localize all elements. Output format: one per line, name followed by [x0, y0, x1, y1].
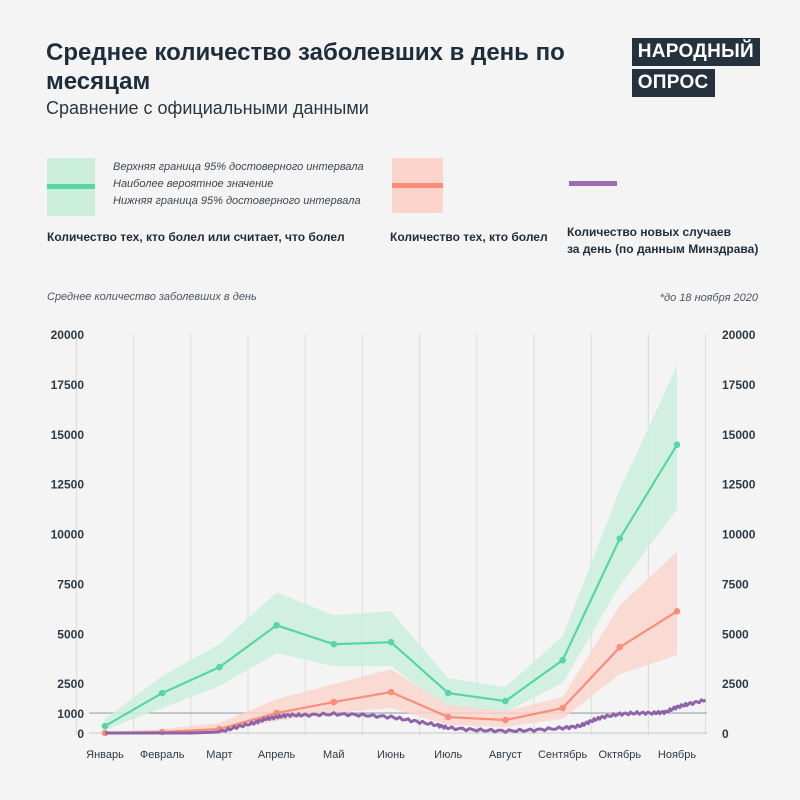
page-title: Среднее количество заболевших в день по …	[46, 39, 565, 95]
x-tick-label: Ноябрь	[658, 749, 696, 761]
y-tick-label-left: 15000	[51, 428, 85, 442]
date-note: *до 18 ноября 2020	[659, 292, 758, 304]
data-point-green	[559, 656, 566, 664]
data-point-green	[216, 663, 223, 671]
data-point-green	[673, 441, 681, 449]
data-point-green	[387, 638, 395, 646]
y-tick-label-left: 20000	[51, 328, 85, 342]
y-tick-label-left: 12500	[51, 478, 85, 492]
data-point-green	[158, 689, 166, 697]
y-tick-label-left: 2500	[57, 677, 84, 691]
y-tick-label-right: 7500	[722, 577, 749, 591]
x-tick-label: Май	[323, 749, 345, 761]
brand-line-2: ОПРОС	[631, 69, 715, 97]
y-tick-label-right: 0	[722, 727, 729, 741]
x-tick-label: Июнь	[377, 749, 405, 761]
data-point-red	[444, 713, 452, 721]
legend-green-line-swatch	[47, 184, 95, 189]
y-tick-label-right: 20000	[722, 328, 756, 342]
legend-label-sick: Количество тех, кто болел	[390, 230, 548, 244]
data-point-green	[101, 722, 109, 730]
data-point-green	[616, 535, 624, 542]
y-tick-label-right: 5000	[722, 627, 749, 641]
confidence-band-red	[105, 551, 677, 733]
legend-purple-line-swatch	[569, 181, 617, 186]
brand-logo: НАРОДНЫЙ ОПРОС	[631, 38, 760, 100]
data-point-red	[387, 688, 395, 696]
x-tick-label: Октябрь	[598, 749, 641, 761]
y-tick-label-left: 7500	[57, 577, 84, 591]
series-line-purple	[105, 698, 707, 735]
page-subtitle: Сравнение с официальными данными	[46, 98, 369, 118]
y-tick-label-right: 15000	[722, 428, 756, 442]
brand-line-1: НАРОДНЫЙ	[631, 38, 760, 66]
data-point-red	[330, 698, 338, 706]
y-tick-label-right: 17500	[722, 378, 756, 392]
x-tick-label: Сентябрь	[538, 749, 588, 761]
data-point-green	[330, 640, 338, 648]
y-tick-label-right: 12500	[722, 478, 756, 492]
legend-label-sick-or-think: Количество тех, кто болел или считает, ч…	[47, 230, 345, 244]
legend-upper-bound: Верхняя граница 95% достоверного интерва…	[113, 161, 364, 173]
y-tick-label-right: 2500	[722, 677, 749, 691]
x-tick-label: Февраль	[140, 749, 185, 761]
x-tick-label: Август	[489, 749, 522, 761]
legend-label-official-1: Количество новых случаев	[567, 225, 731, 239]
data-point-red	[502, 716, 509, 724]
data-point-red	[673, 608, 681, 615]
x-tick-label: Март	[206, 749, 232, 761]
x-tick-label: Январь	[86, 749, 124, 761]
y-tick-label-right: 10000	[722, 528, 756, 542]
data-point-green	[273, 621, 280, 629]
y-tick-label-left: 5000	[57, 627, 84, 641]
y-tick-label-left: 17500	[51, 378, 85, 392]
data-point-red	[616, 643, 624, 651]
legend-label-official-2: за день (по данным Минздрава)	[567, 242, 759, 256]
x-tick-label: Апрель	[258, 749, 296, 761]
confidence-band-green	[105, 365, 677, 731]
legend-lower-bound: Нижняя граница 95% достоверного интервал…	[113, 195, 361, 207]
x-tick-label: Июль	[434, 749, 462, 761]
y-tick-label-left: 0	[77, 727, 84, 741]
reference-line-label: 1000	[57, 707, 84, 721]
data-point-red	[559, 704, 566, 712]
legend-most-likely: Наиболее вероятное значение	[113, 178, 274, 190]
y-tick-label-left: 10000	[51, 528, 85, 542]
legend-red-line-swatch	[392, 183, 443, 188]
axis-caption: Среднее количество заболевших в день	[47, 291, 257, 303]
data-point-green	[502, 697, 509, 705]
data-point-green	[444, 689, 452, 697]
